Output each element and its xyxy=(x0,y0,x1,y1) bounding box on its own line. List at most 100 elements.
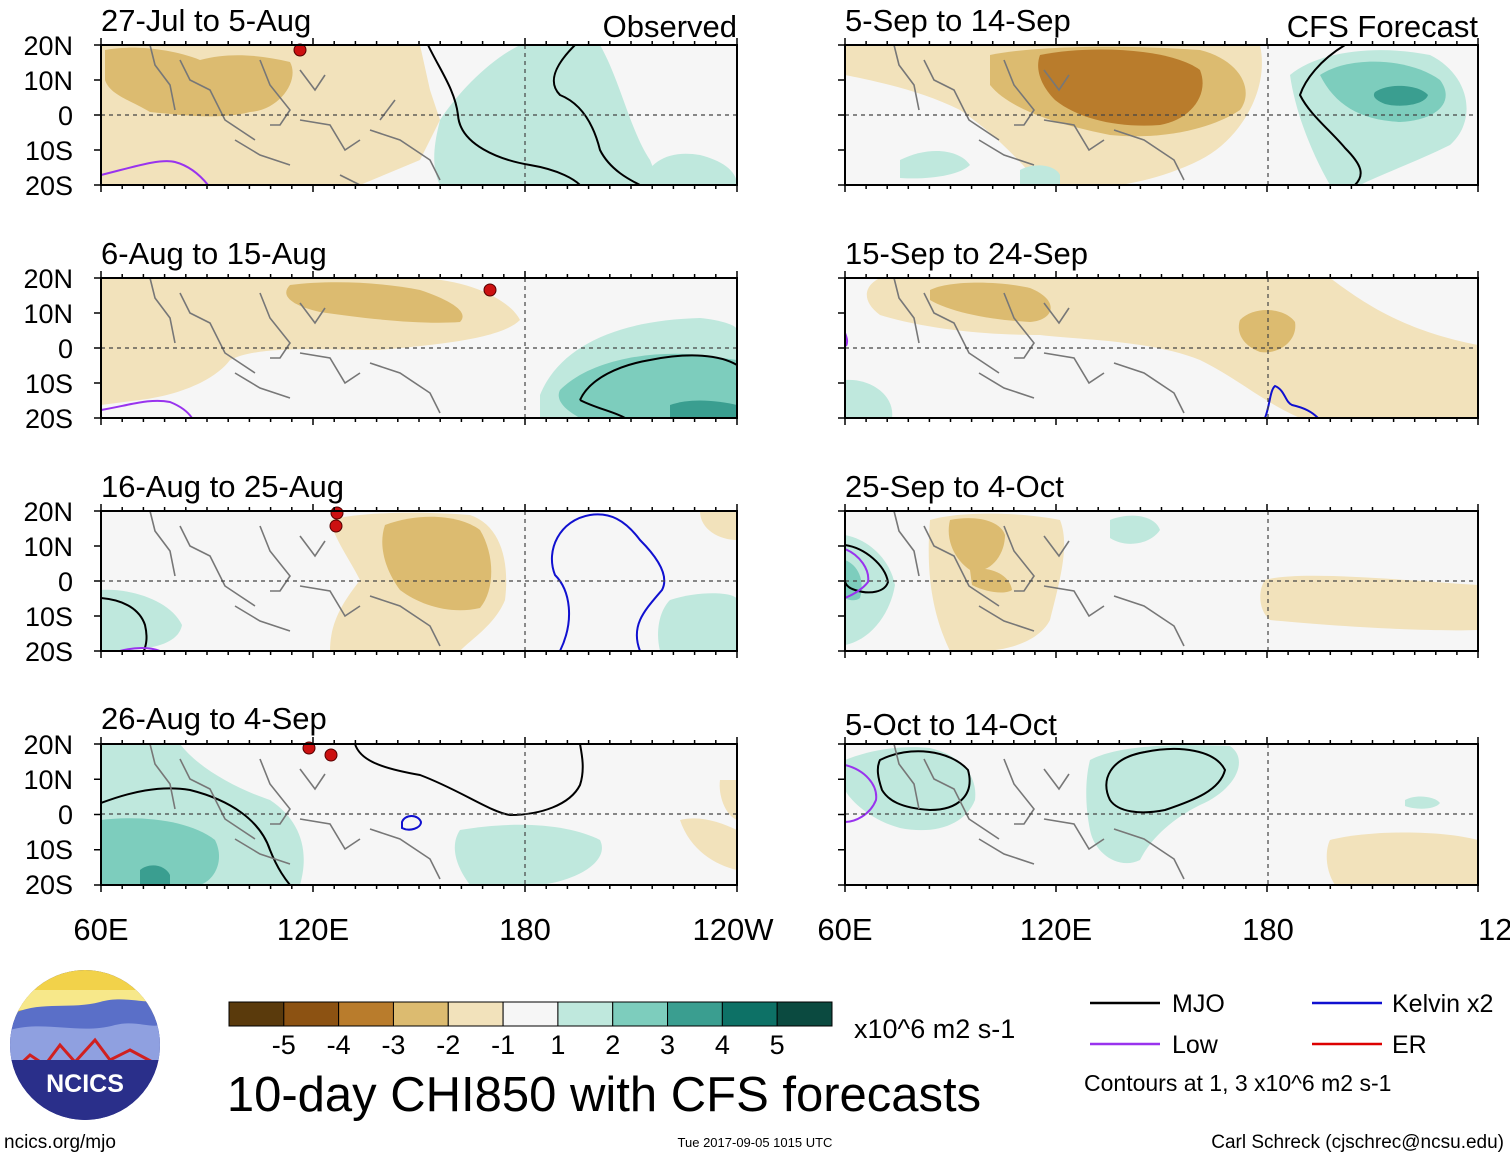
figure-title: 10-day CHI850 with CFS forecasts xyxy=(227,1068,981,1122)
colorbar-swatch xyxy=(776,1001,833,1027)
panel-title: 27-Jul to 5-Aug xyxy=(101,3,311,38)
panel-title: 15-Sep to 24-Sep xyxy=(845,236,1088,271)
lat-labels-row-3: 20N 10N 0 10S 20S xyxy=(23,497,73,667)
colorbar-units: x10^6 m2 s-1 xyxy=(854,1014,1015,1044)
lat-label: 20S xyxy=(25,637,73,667)
legend-label-mjo: MJO xyxy=(1172,990,1225,1018)
map-panel-obs-3 xyxy=(101,511,737,652)
colorbar-tick-label: -4 xyxy=(327,1030,351,1060)
lat-label: 10N xyxy=(23,299,73,329)
cyclone-marker-icon xyxy=(329,519,343,533)
map-panel-obs-4 xyxy=(101,743,737,886)
colorbar-swatch xyxy=(283,1001,340,1027)
panel-title: 5-Sep to 14-Sep xyxy=(845,3,1071,38)
contours xyxy=(101,354,737,419)
contours xyxy=(1298,44,1362,186)
lat-label: 10N xyxy=(23,765,73,795)
lon-label: 60E xyxy=(73,912,128,947)
column-label-observed: Observed xyxy=(603,9,737,44)
legend-note: Contours at 1, 3 x10^6 m2 s-1 xyxy=(1084,1070,1391,1096)
map-panel-obs-2 xyxy=(101,278,737,419)
lat-label: 10N xyxy=(23,66,73,96)
colorbar-tick-label: 3 xyxy=(660,1030,675,1060)
lon-label: 180 xyxy=(499,912,551,947)
lat-label: 0 xyxy=(58,334,73,364)
ncics-logo: NCICS xyxy=(10,970,160,1120)
anomaly-fill xyxy=(845,278,1478,418)
legend-label-er: ER xyxy=(1392,1031,1427,1059)
anomaly-fill xyxy=(101,278,737,418)
timestamp: Tue 2017-09-05 1015 UTC xyxy=(678,1135,833,1150)
lat-label: 20S xyxy=(25,870,73,900)
lat-label: 20N xyxy=(23,264,73,294)
lat-labels-row-1: 20N 10N 0 10S 20S xyxy=(23,31,73,201)
colorbar-swatch xyxy=(667,1001,723,1027)
lat-labels-row-4: 20N 10N 0 10S 20S xyxy=(23,730,73,900)
lon-label: 120E xyxy=(1020,912,1092,947)
lat-label: 20N xyxy=(23,31,73,61)
lat-label: 20S xyxy=(25,404,73,434)
lon-label: 60E xyxy=(817,912,872,947)
lat-label: 10N xyxy=(23,532,73,562)
panel-title: 25-Sep to 4-Oct xyxy=(845,469,1064,504)
column-label-forecast: CFS Forecast xyxy=(1287,9,1479,44)
panel-title: 6-Aug to 15-Aug xyxy=(101,236,327,271)
lon-label: 180 xyxy=(1242,912,1294,947)
lon-label: 120W xyxy=(693,912,775,947)
colorbar-swatch xyxy=(447,1001,504,1027)
axis-ticks xyxy=(94,38,1479,892)
lat-label: 0 xyxy=(58,567,73,597)
colorbar-tick-label: 2 xyxy=(605,1030,620,1060)
contours xyxy=(101,44,641,186)
colorbar-swatch xyxy=(228,1001,285,1027)
coastlines xyxy=(149,44,1185,880)
lat-label: 10S xyxy=(25,136,73,166)
legend-label-kelvin: Kelvin x2 xyxy=(1392,990,1493,1018)
colorbar-tick-label: -5 xyxy=(272,1030,296,1060)
contours xyxy=(101,743,584,886)
colorbar-tick-label: 1 xyxy=(550,1030,565,1060)
colorbar-tick-label: -1 xyxy=(491,1030,515,1060)
lat-label: 10S xyxy=(25,602,73,632)
lat-label: 10S xyxy=(25,369,73,399)
colorbar-tick-label: -3 xyxy=(381,1030,405,1060)
colorbar-swatch xyxy=(338,1001,394,1027)
lat-label: 20N xyxy=(23,730,73,760)
colorbar-swatch xyxy=(612,1001,669,1027)
lat-labels-row-2: 20N 10N 0 10S 20S xyxy=(23,264,73,434)
cyclone-marker-icon xyxy=(324,748,338,762)
reference-lines xyxy=(101,45,1478,885)
colorbar-swatch xyxy=(392,1001,449,1027)
source-url: ncics.org/mjo xyxy=(4,1132,116,1153)
colorbar-swatch xyxy=(557,1001,614,1027)
map-panel-obs-1 xyxy=(101,44,737,186)
panel-title: 5-Oct to 14-Oct xyxy=(845,707,1057,742)
logo-text: NCICS xyxy=(46,1070,124,1098)
contour-legend: MJO Kelvin x2 Low ER Contours at 1, 3 x1… xyxy=(1084,990,1493,1096)
legend-label-low: Low xyxy=(1172,1031,1219,1059)
contours xyxy=(845,748,1227,823)
colorbar-tick-label: 4 xyxy=(715,1030,730,1060)
contours xyxy=(845,544,890,599)
lon-labels-observed: 60E 120E 180 120W xyxy=(73,912,774,947)
cyclone-marker-icon xyxy=(483,283,497,297)
lon-labels-forecast: 60E 120E 180 120W xyxy=(817,912,1510,947)
colorbar-tick-label: -2 xyxy=(436,1030,460,1060)
panel-title: 16-Aug to 25-Aug xyxy=(101,469,344,504)
lat-label: 0 xyxy=(58,800,73,830)
lon-label: 120W xyxy=(1478,912,1510,947)
colorbar-swatch xyxy=(502,1001,559,1027)
lat-label: 10S xyxy=(25,835,73,865)
colorbar-tick-label: 5 xyxy=(770,1030,785,1060)
lon-label: 120E xyxy=(277,912,349,947)
panel-title: 26-Aug to 4-Sep xyxy=(101,701,327,736)
lat-label: 0 xyxy=(58,101,73,131)
anomaly-fill xyxy=(845,513,1478,651)
lat-label: 20N xyxy=(23,497,73,527)
author-credit: Carl Schreck (cjschrec@ncsu.edu) xyxy=(1211,1132,1504,1153)
colorbar: -5 -4 -3 -2 -1 1 2 3 4 5 xyxy=(228,1001,833,1060)
colorbar-swatch xyxy=(721,1001,778,1027)
lat-label: 20S xyxy=(25,171,73,201)
